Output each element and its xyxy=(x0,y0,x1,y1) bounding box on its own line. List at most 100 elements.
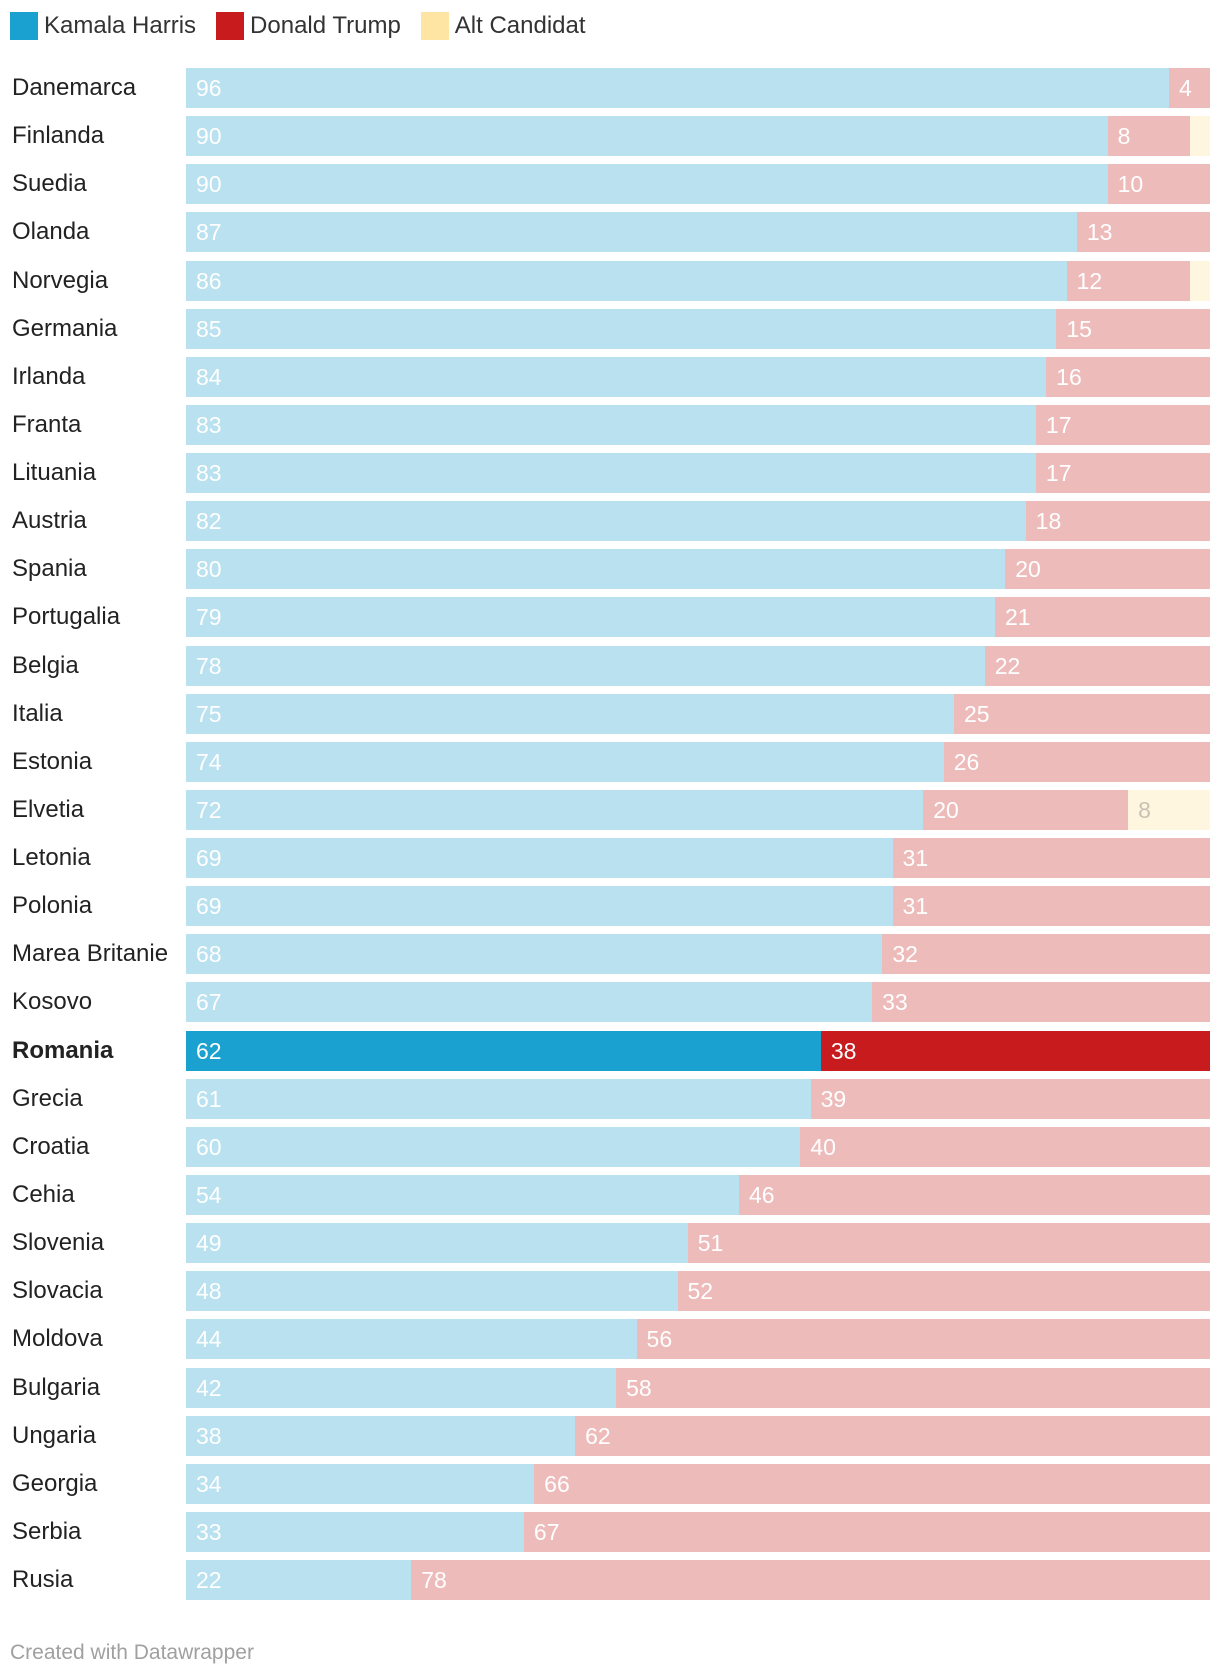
bar-trump-cehia xyxy=(738,1174,1210,1215)
bar-harris-georgia xyxy=(186,1463,535,1504)
value-label-trump-grecia: 39 xyxy=(820,1085,847,1112)
value-label-harris-norvegia: 86 xyxy=(196,267,222,294)
bar-trump-suedia xyxy=(1107,164,1210,205)
value-label-trump-kosovo: 33 xyxy=(882,989,908,1016)
bar-trump-franta xyxy=(1035,404,1210,445)
value-label-trump-georgia: 66 xyxy=(544,1470,570,1497)
legend-label-trump: Donald Trump xyxy=(250,12,401,39)
value-label-trump-portugalia: 21 xyxy=(1004,604,1031,631)
bar-trump-letonia xyxy=(892,838,1210,879)
row-label-italia: Italia xyxy=(12,699,63,727)
bar-trump-croatia xyxy=(800,1126,1210,1167)
value-label-harris-kosovo: 67 xyxy=(196,989,222,1016)
row-label-slovenia: Slovenia xyxy=(12,1229,105,1257)
value-label-harris-franta: 83 xyxy=(196,411,222,438)
bar-harris-norvegia xyxy=(186,260,1067,301)
row-label-germania: Germania xyxy=(12,314,118,342)
legend-swatch-trump xyxy=(216,12,245,40)
legend-swatch-alt xyxy=(420,12,449,40)
bar-harris-letonia xyxy=(186,838,893,879)
value-label-harris-finlanda: 90 xyxy=(196,123,222,150)
bar-trump-polonia xyxy=(892,886,1210,927)
bar-harris-grecia xyxy=(186,1078,811,1119)
row-label-marea-britanie: Marea Britanie xyxy=(12,940,169,968)
bar-harris-moldova xyxy=(186,1319,637,1360)
row-label-estonia: Estonia xyxy=(12,747,93,775)
bar-harris-suedia xyxy=(186,164,1108,205)
legend-item-alt: Alt Candidat xyxy=(420,12,586,40)
bar-harris-germania xyxy=(186,308,1057,349)
bar-trump-bulgaria xyxy=(616,1367,1210,1408)
value-label-trump-polonia: 31 xyxy=(902,893,929,920)
bar-trump-kosovo xyxy=(872,982,1210,1023)
value-label-harris-irlanda: 84 xyxy=(196,363,222,390)
value-label-trump-rusia: 78 xyxy=(421,1567,447,1594)
bar-trump-spania xyxy=(1005,549,1210,590)
bar-harris-spania xyxy=(186,549,1006,590)
value-label-harris-estonia: 74 xyxy=(196,748,222,775)
bar-trump-estonia xyxy=(943,741,1210,782)
value-label-trump-slovenia: 51 xyxy=(697,1230,724,1257)
row-label-olanda: Olanda xyxy=(12,218,90,246)
legend-label-alt: Alt Candidat xyxy=(454,12,586,39)
value-label-trump-finlanda: 8 xyxy=(1117,123,1131,150)
bar-harris-elvetia xyxy=(186,789,924,830)
bar-trump-slovenia xyxy=(687,1223,1210,1264)
value-label-trump-croatia: 40 xyxy=(810,1133,836,1160)
row-label-franta: Franta xyxy=(12,410,82,438)
bar-harris-bulgaria xyxy=(186,1367,617,1408)
row-label-slovacia: Slovacia xyxy=(12,1277,103,1305)
bar-trump-rusia xyxy=(411,1560,1210,1601)
value-label-harris-elvetia: 72 xyxy=(196,796,222,823)
value-label-trump-letonia: 31 xyxy=(902,845,929,872)
value-label-harris-rusia: 22 xyxy=(196,1567,222,1594)
bar-harris-italia xyxy=(186,693,954,734)
bar-trump-austria xyxy=(1025,501,1210,542)
bar-harris-rusia xyxy=(186,1560,412,1601)
bar-trump-finlanda xyxy=(1107,116,1190,157)
row-label-rusia: Rusia xyxy=(12,1566,74,1594)
value-label-alt-elvetia: 8 xyxy=(1138,796,1151,823)
bar-harris-danemarca xyxy=(186,68,1170,108)
bar-harris-portugalia xyxy=(186,597,995,638)
bar-harris-marea-britanie xyxy=(186,934,883,975)
value-label-harris-italia: 75 xyxy=(196,700,222,727)
legend-label-harris: Kamala Harris xyxy=(44,12,197,39)
bar-harris-belgia xyxy=(186,645,985,686)
value-label-harris-spania: 80 xyxy=(196,556,222,583)
row-label-cehia: Cehia xyxy=(12,1180,75,1208)
value-label-harris-olanda: 87 xyxy=(196,219,222,246)
value-label-trump-austria: 18 xyxy=(1035,508,1062,535)
value-label-harris-moldova: 44 xyxy=(196,1326,222,1353)
bar-harris-cehia xyxy=(186,1174,739,1215)
row-label-kosovo: Kosovo xyxy=(12,988,93,1016)
row-label-grecia: Grecia xyxy=(12,1084,83,1112)
value-label-trump-cehia: 46 xyxy=(748,1181,775,1208)
value-label-trump-germania: 15 xyxy=(1066,315,1092,342)
bar-harris-lituania xyxy=(186,453,1036,494)
row-label-portugalia: Portugalia xyxy=(12,603,121,631)
bar-harris-serbia xyxy=(186,1511,524,1552)
legend-item-trump: Donald Trump xyxy=(216,12,401,40)
row-label-norvegia: Norvegia xyxy=(12,266,109,294)
bar-harris-slovacia xyxy=(186,1271,678,1312)
bar-harris-croatia xyxy=(186,1126,801,1167)
row-label-serbia: Serbia xyxy=(12,1517,82,1545)
value-label-trump-serbia: 67 xyxy=(533,1518,560,1545)
row-label-ungaria: Ungaria xyxy=(12,1421,97,1449)
row-label-lituania: Lituania xyxy=(12,459,97,487)
row-label-suedia: Suedia xyxy=(12,170,87,198)
bar-trump-portugalia xyxy=(994,597,1210,638)
value-label-harris-danemarca: 96 xyxy=(196,75,222,101)
bar-trump-slovacia xyxy=(677,1271,1210,1312)
row-label-spania: Spania xyxy=(12,555,87,583)
value-label-harris-letonia: 69 xyxy=(196,845,222,872)
value-label-trump-estonia: 26 xyxy=(953,748,980,775)
value-label-trump-ungaria: 62 xyxy=(585,1422,611,1449)
bar-trump-georgia xyxy=(534,1463,1210,1504)
bar-trump-danemarca xyxy=(1169,68,1210,108)
value-label-trump-italia: 25 xyxy=(964,700,990,727)
bar-harris-polonia xyxy=(186,886,893,927)
value-label-trump-irlanda: 16 xyxy=(1056,363,1082,390)
